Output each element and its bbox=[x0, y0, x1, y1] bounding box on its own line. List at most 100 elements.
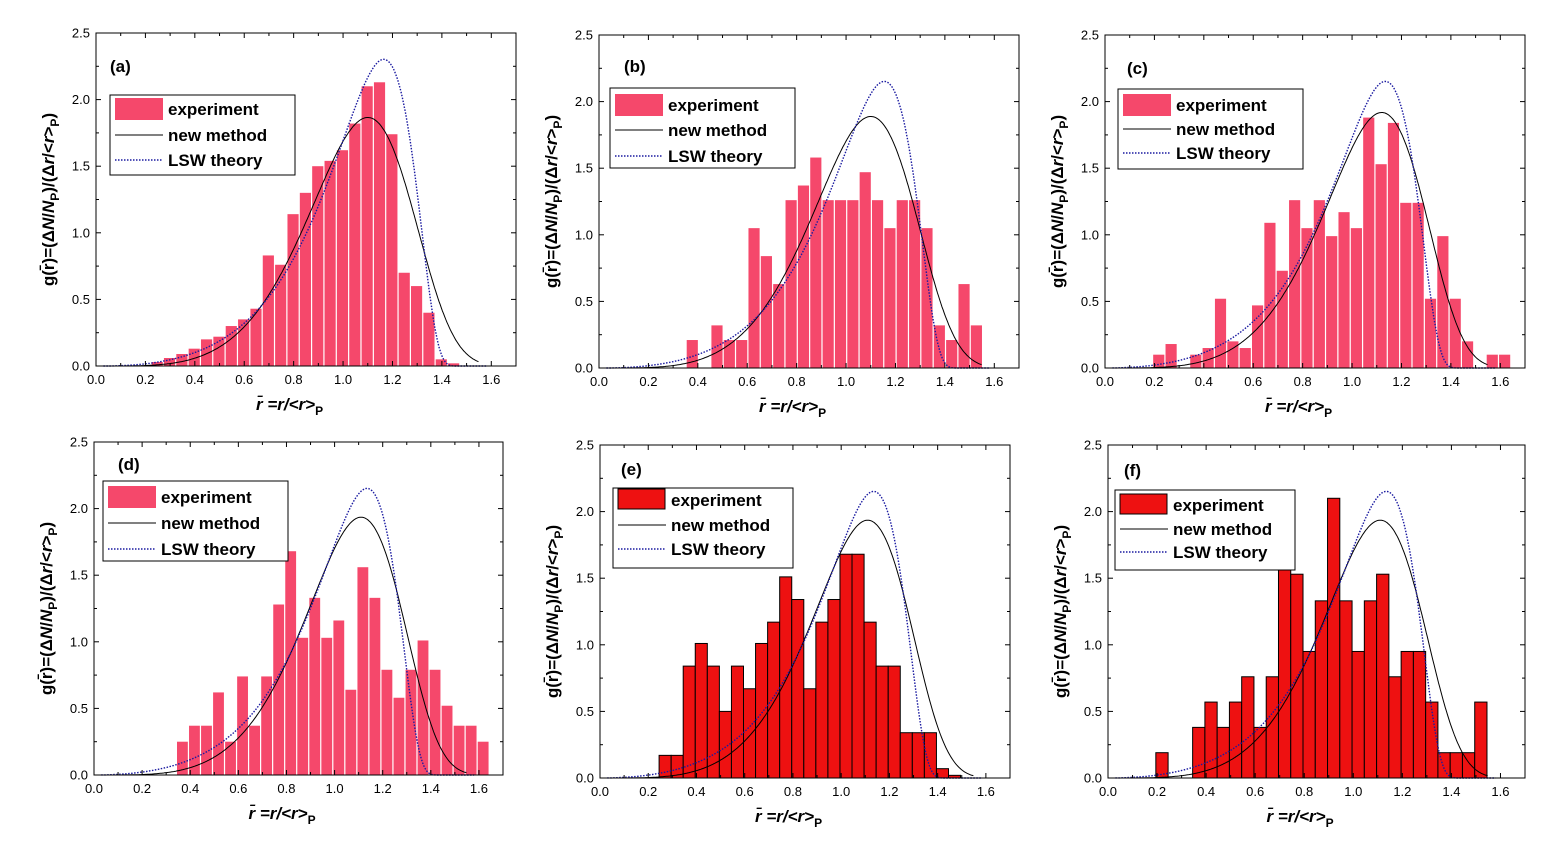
bar bbox=[1276, 270, 1288, 368]
new-method-curve bbox=[103, 117, 479, 367]
bar bbox=[682, 665, 696, 779]
bar bbox=[285, 551, 297, 775]
bar bbox=[176, 354, 188, 366]
bar bbox=[1228, 701, 1243, 779]
bar bbox=[803, 688, 817, 779]
bar bbox=[1499, 354, 1511, 368]
panel-a: 0.0 0.2 0.4 0.6 0.8 1.0 1.2 1.4 1.6 0.0 0.5 1.0 1.5 2… bbox=[0, 0, 525, 425]
bar bbox=[1239, 348, 1251, 368]
bar bbox=[791, 599, 805, 779]
bar bbox=[321, 637, 333, 775]
y-axis-title-text: g(r̄)=(ΔN/NP)/(Δr/<r>P) bbox=[1051, 525, 1074, 698]
x-tick-label: 1.0 bbox=[326, 781, 344, 796]
bar bbox=[405, 669, 417, 775]
bar bbox=[369, 597, 381, 775]
bar bbox=[743, 688, 757, 779]
bar bbox=[309, 597, 321, 775]
bar bbox=[1277, 548, 1292, 779]
bar bbox=[718, 710, 732, 779]
x-tick-label: 1.2 bbox=[1393, 784, 1411, 799]
y-tick-label: 0.0 bbox=[72, 359, 90, 374]
lsw-curve bbox=[103, 58, 487, 367]
panel-tag: (b) bbox=[624, 57, 646, 76]
legend-label: LSW theory bbox=[1173, 543, 1268, 562]
y-tick-label: 1.0 bbox=[575, 227, 593, 242]
panel-tag: (c) bbox=[1127, 59, 1148, 78]
bars bbox=[658, 553, 962, 779]
bar bbox=[189, 725, 200, 775]
bar bbox=[201, 339, 213, 366]
x-tick-label: 0.4 bbox=[687, 784, 705, 799]
bar bbox=[441, 705, 453, 775]
bar bbox=[1486, 354, 1498, 368]
x-tick-label: 0.2 bbox=[639, 784, 657, 799]
bar bbox=[658, 754, 672, 779]
bar bbox=[1449, 752, 1463, 779]
bar bbox=[398, 272, 410, 366]
bar bbox=[875, 665, 889, 779]
y-tick-label: 2.0 bbox=[70, 501, 88, 516]
panel-d: 0.0 0.2 0.4 0.6 0.8 1.0 1.2 1.4 1.6 0.0 0.5 1.0 1.5 2… bbox=[0, 423, 525, 846]
bar bbox=[909, 200, 921, 368]
chart-svg: 0.0 0.2 0.4 0.6 0.8 1.0 1.2 1.4 1.6 0.0 0.5 1.0 1.5 2… bbox=[542, 28, 1020, 420]
bar bbox=[797, 185, 810, 368]
bar bbox=[887, 665, 901, 779]
bar bbox=[711, 325, 723, 368]
bar bbox=[381, 669, 393, 775]
x-tick-label: 0.8 bbox=[1295, 784, 1313, 799]
bar bbox=[884, 228, 896, 368]
y-tick-label: 1.5 bbox=[70, 568, 88, 583]
bar bbox=[213, 692, 224, 775]
y-tick-label: 0.5 bbox=[575, 294, 593, 309]
x-tick-label: 1.4 bbox=[1442, 374, 1460, 389]
new-method-curve bbox=[101, 516, 467, 776]
y-tick-label: 2.0 bbox=[1081, 94, 1099, 109]
bar bbox=[815, 621, 829, 779]
bar bbox=[1412, 202, 1424, 368]
y-tick-label: 2.0 bbox=[72, 92, 90, 107]
bar bbox=[730, 665, 745, 779]
panel-b: 0.0 0.2 0.4 0.6 0.8 1.0 1.2 1.4 1.6 0.0 0.5 1.0 1.5 2… bbox=[520, 0, 1040, 425]
y-tick-label: 1.5 bbox=[72, 159, 90, 174]
bar bbox=[249, 725, 261, 775]
y-axis-title: g(r̄)=(ΔN/NP)/(Δr/<r>P) bbox=[1048, 115, 1071, 288]
x-tick-label: 1.2 bbox=[886, 374, 904, 389]
x-tick-label: 0.4 bbox=[181, 781, 199, 796]
x-axis-title: r̄ =r/<r>P bbox=[1265, 397, 1332, 420]
y-axis-title: g(r̄)=(ΔN/NP)/(Δr/<r>P) bbox=[542, 115, 565, 288]
legend-label: new method bbox=[168, 126, 267, 145]
bar bbox=[465, 725, 477, 775]
lsw-curve bbox=[1112, 80, 1496, 369]
legend-swatch-experiment bbox=[1123, 94, 1171, 116]
x-tick-label: 1.0 bbox=[837, 374, 855, 389]
bar bbox=[349, 123, 361, 367]
y-tick-label: 2.5 bbox=[72, 26, 90, 41]
bar bbox=[863, 621, 877, 779]
bar bbox=[417, 640, 429, 775]
bar bbox=[1216, 726, 1230, 779]
bar bbox=[839, 553, 853, 779]
bar bbox=[970, 325, 982, 368]
bar bbox=[773, 284, 785, 368]
bar bbox=[1363, 600, 1378, 779]
legend-swatch-experiment bbox=[615, 94, 663, 116]
chart-svg: 0.0 0.2 0.4 0.6 0.8 1.0 1.2 1.4 1.6 0.0 0.5 1.0 1.5 2… bbox=[37, 435, 504, 827]
x-tick-label: 0.2 bbox=[639, 374, 657, 389]
legend-label: experiment bbox=[1173, 496, 1264, 515]
bar bbox=[694, 642, 708, 779]
bar bbox=[748, 228, 760, 368]
bar bbox=[238, 319, 250, 366]
y-tick-label: 1.0 bbox=[72, 225, 90, 240]
bar bbox=[393, 697, 405, 775]
bar bbox=[1202, 348, 1214, 368]
x-tick-label: 1.0 bbox=[334, 372, 352, 387]
panel-c: 0.0 0.2 0.4 0.6 0.8 1.0 1.2 1.4 1.6 0.0 0.5 1.0 1.5 2… bbox=[1015, 0, 1563, 425]
bar bbox=[262, 255, 274, 366]
bar bbox=[1290, 573, 1304, 779]
x-tick-label: 0.0 bbox=[591, 784, 609, 799]
bar bbox=[1265, 676, 1279, 779]
y-tick-label: 1.5 bbox=[1084, 571, 1102, 586]
y-axis-title-text: g(r̄)=(ΔN/NP)/(Δr/<r>P) bbox=[39, 113, 62, 286]
legend-label: new method bbox=[1173, 520, 1272, 539]
bars bbox=[151, 82, 460, 367]
